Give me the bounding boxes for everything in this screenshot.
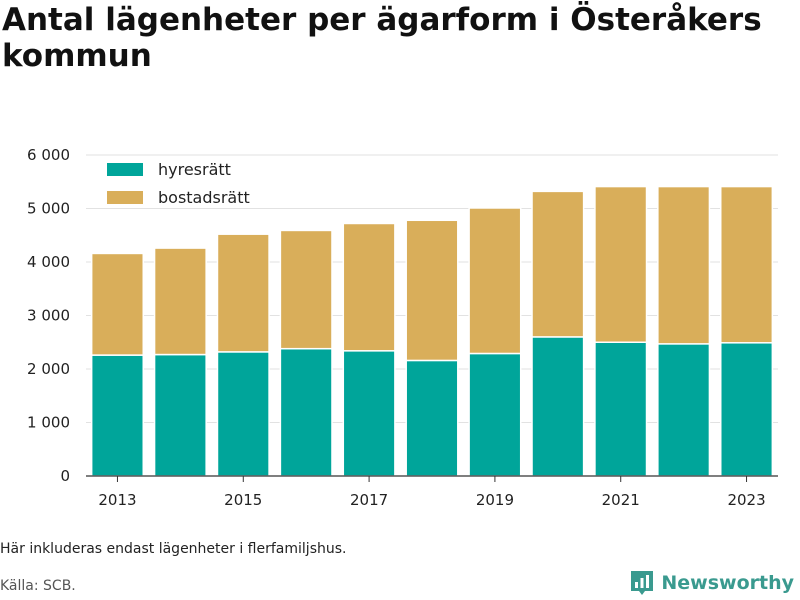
- y-tick-label: 6 000: [27, 146, 70, 164]
- bar-bostadsrätt: [531, 190, 585, 338]
- y-tick-label: 0: [60, 467, 70, 485]
- bar-bostadsrätt: [279, 229, 333, 350]
- bar-bostadsrätt: [342, 222, 396, 352]
- chart-title: Antal lägenheter per ägarform i Österåke…: [2, 2, 762, 74]
- bar-hyresrätt: [657, 343, 711, 477]
- y-tick-label: 5 000: [27, 200, 70, 218]
- chart-note: Här inkluderas endast lägenheter i flerf…: [0, 541, 347, 557]
- bar-bostadsrätt: [594, 185, 648, 343]
- y-tick-label: 4 000: [27, 253, 70, 271]
- bar-bostadsrätt: [657, 185, 711, 345]
- bar-hyresrätt: [90, 354, 144, 477]
- x-tick-label: 2023: [727, 491, 765, 509]
- bar-hyresrätt: [216, 351, 270, 477]
- brand-name: Newsworthy: [661, 572, 794, 594]
- x-tick-label: 2017: [350, 491, 388, 509]
- newsworthy-logo-icon: [631, 571, 654, 595]
- bar-bostadsrätt: [153, 247, 207, 356]
- bar-hyresrätt: [405, 359, 459, 477]
- bar-bostadsrätt: [405, 219, 459, 362]
- bar-hyresrätt: [342, 350, 396, 477]
- legend-label-bostadsrätt: bostadsrätt: [158, 188, 250, 207]
- x-tick-label: 2013: [98, 491, 136, 509]
- bar-bostadsrätt: [720, 185, 774, 344]
- chart-source: Källa: SCB.: [0, 578, 76, 594]
- bar-hyresrätt: [531, 336, 585, 477]
- y-tick-label: 2 000: [27, 360, 70, 378]
- bar-bostadsrätt: [90, 252, 144, 356]
- legend-swatch-hyresrätt: [107, 163, 143, 176]
- bar-hyresrätt: [279, 347, 333, 477]
- bar-hyresrätt: [594, 341, 648, 477]
- x-tick-label: 2021: [602, 491, 640, 509]
- legend-swatch-bostadsrätt: [107, 191, 143, 204]
- bar-bostadsrätt: [468, 207, 522, 355]
- x-tick-label: 2019: [476, 491, 514, 509]
- y-tick-label: 1 000: [27, 414, 70, 432]
- x-tick-label: 2015: [224, 491, 262, 509]
- bar-hyresrätt: [720, 342, 774, 477]
- brand-logo[interactable]: Newsworthy: [629, 569, 794, 597]
- bar-hyresrätt: [468, 352, 522, 477]
- bar-bostadsrätt: [216, 233, 270, 353]
- bar-hyresrätt: [153, 353, 207, 477]
- y-tick-label: 3 000: [27, 307, 70, 325]
- legend-label-hyresrätt: hyresrätt: [158, 160, 231, 179]
